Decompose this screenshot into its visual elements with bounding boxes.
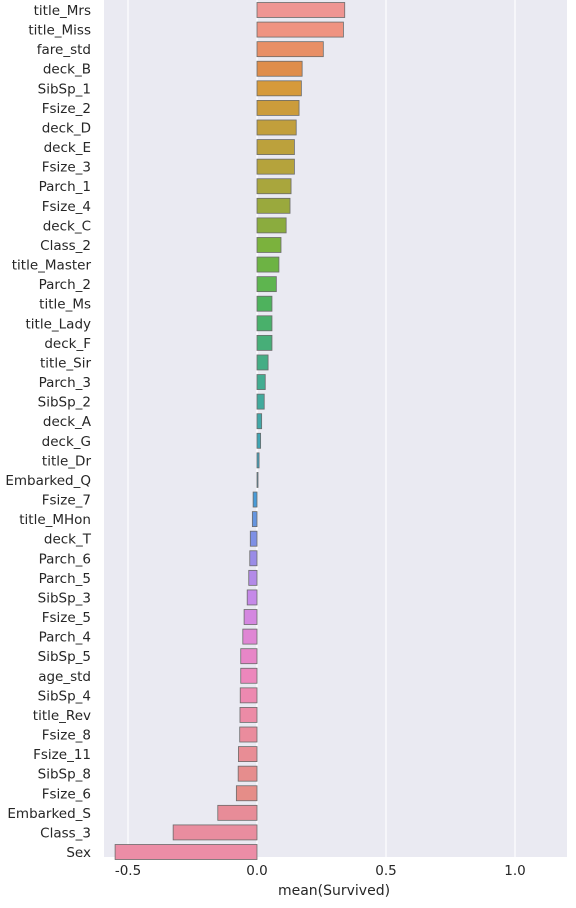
bar: [256, 452, 260, 469]
bar: [256, 60, 303, 77]
category-label: title_Lady: [26, 316, 92, 332]
category-label: Fsize_5: [42, 610, 91, 626]
category-label: title_Rev: [33, 708, 91, 724]
category-label: Parch_6: [39, 551, 91, 567]
category-label: deck_E: [44, 140, 91, 156]
bar: [256, 315, 273, 332]
bar: [252, 491, 258, 508]
category-label: Parch_4: [39, 630, 91, 646]
category-label: Parch_5: [39, 571, 91, 587]
bar: [256, 100, 300, 116]
category-label: SibSp_3: [38, 590, 91, 606]
bar: [238, 746, 258, 762]
x-tick-label: 1.0: [504, 863, 525, 879]
category-label: title_Dr: [42, 453, 92, 469]
category-label: age_std: [38, 669, 91, 685]
category-label: SibSp_2: [38, 395, 91, 411]
category-label: title_Miss: [28, 23, 91, 39]
bar: [256, 217, 287, 234]
bar: [242, 628, 258, 645]
bar: [256, 256, 280, 273]
bar: [256, 413, 263, 430]
x-tick-labels: -0.5 0.0 0.5 1.0: [115, 863, 526, 879]
category-label: title_Mrs: [34, 3, 91, 19]
category-label: deck_C: [43, 218, 91, 234]
category-label: Parch_2: [39, 277, 91, 293]
bar: [256, 2, 346, 18]
bar: [249, 530, 258, 547]
category-label: deck_B: [43, 62, 91, 78]
x-tick-label: -0.5: [115, 863, 141, 879]
bar: [172, 824, 258, 841]
x-tick-label: 0.5: [375, 863, 396, 879]
category-label: Embarked_Q: [5, 473, 91, 489]
bar: [256, 334, 273, 351]
bar: [239, 687, 258, 704]
category-label: deck_T: [44, 532, 92, 548]
bar: [256, 432, 262, 449]
category-label: Parch_3: [39, 375, 91, 391]
category-label: Fsize_4: [42, 199, 91, 215]
bar: [256, 41, 324, 58]
bar: [246, 589, 258, 606]
bar: [256, 354, 269, 371]
category-label: title_Ms: [39, 297, 91, 313]
category-label: fare_std: [37, 42, 91, 58]
category-label: Fsize_6: [42, 786, 91, 802]
bar: [243, 609, 258, 625]
x-axis-title: mean(Survived): [278, 883, 390, 899]
category-label: Fsize_8: [42, 728, 91, 744]
bar: [114, 844, 258, 860]
category-label: SibSp_5: [38, 649, 91, 665]
category-label: Sex: [66, 845, 91, 861]
category-label: deck_D: [42, 120, 91, 136]
category-label: SibSp_4: [38, 688, 91, 704]
category-label: title_Sir: [40, 355, 91, 371]
bar: [249, 550, 258, 567]
bar: [239, 726, 258, 743]
category-label: SibSp_1: [38, 81, 91, 97]
category-labels: title_Mrs title_Miss fare_std deck_B SibSp_1…: [5, 3, 91, 861]
category-label: Fsize_2: [42, 101, 91, 117]
plot-background: [104, 0, 567, 857]
bars: [114, 2, 346, 860]
bar: [217, 804, 258, 821]
category-label: Fsize_3: [42, 160, 91, 176]
category-label: deck_A: [43, 414, 92, 430]
bar: [256, 80, 302, 97]
bar: [248, 569, 258, 586]
category-label: Fsize_7: [42, 493, 91, 509]
bar: [256, 374, 266, 390]
bar: [256, 295, 273, 312]
bar: [256, 237, 282, 253]
bar: [240, 648, 258, 665]
category-label: deck_F: [44, 336, 91, 352]
category-label: deck_G: [42, 434, 91, 450]
bar: [240, 667, 258, 684]
bar: [251, 511, 258, 528]
category-label: title_MHon: [19, 512, 91, 528]
category-label: SibSp_8: [38, 767, 91, 783]
bar: [235, 785, 258, 802]
bar: [256, 119, 297, 136]
bar: [237, 765, 258, 782]
category-label: title_Master: [12, 258, 92, 274]
bar: [256, 139, 295, 155]
bar: [256, 393, 265, 410]
bar: [256, 276, 277, 293]
bar: [256, 197, 291, 214]
x-tick-label: 0.0: [246, 863, 267, 879]
bar: [256, 472, 259, 488]
bar: [239, 707, 258, 723]
bar: [256, 21, 344, 38]
category-label: Parch_1: [39, 179, 91, 195]
bar: [256, 178, 292, 195]
bar: [256, 158, 295, 175]
category-label: Embarked_S: [7, 806, 91, 822]
category-label: Fsize_11: [33, 747, 91, 763]
category-label: Class_2: [40, 238, 91, 254]
category-label: Class_3: [40, 825, 91, 841]
